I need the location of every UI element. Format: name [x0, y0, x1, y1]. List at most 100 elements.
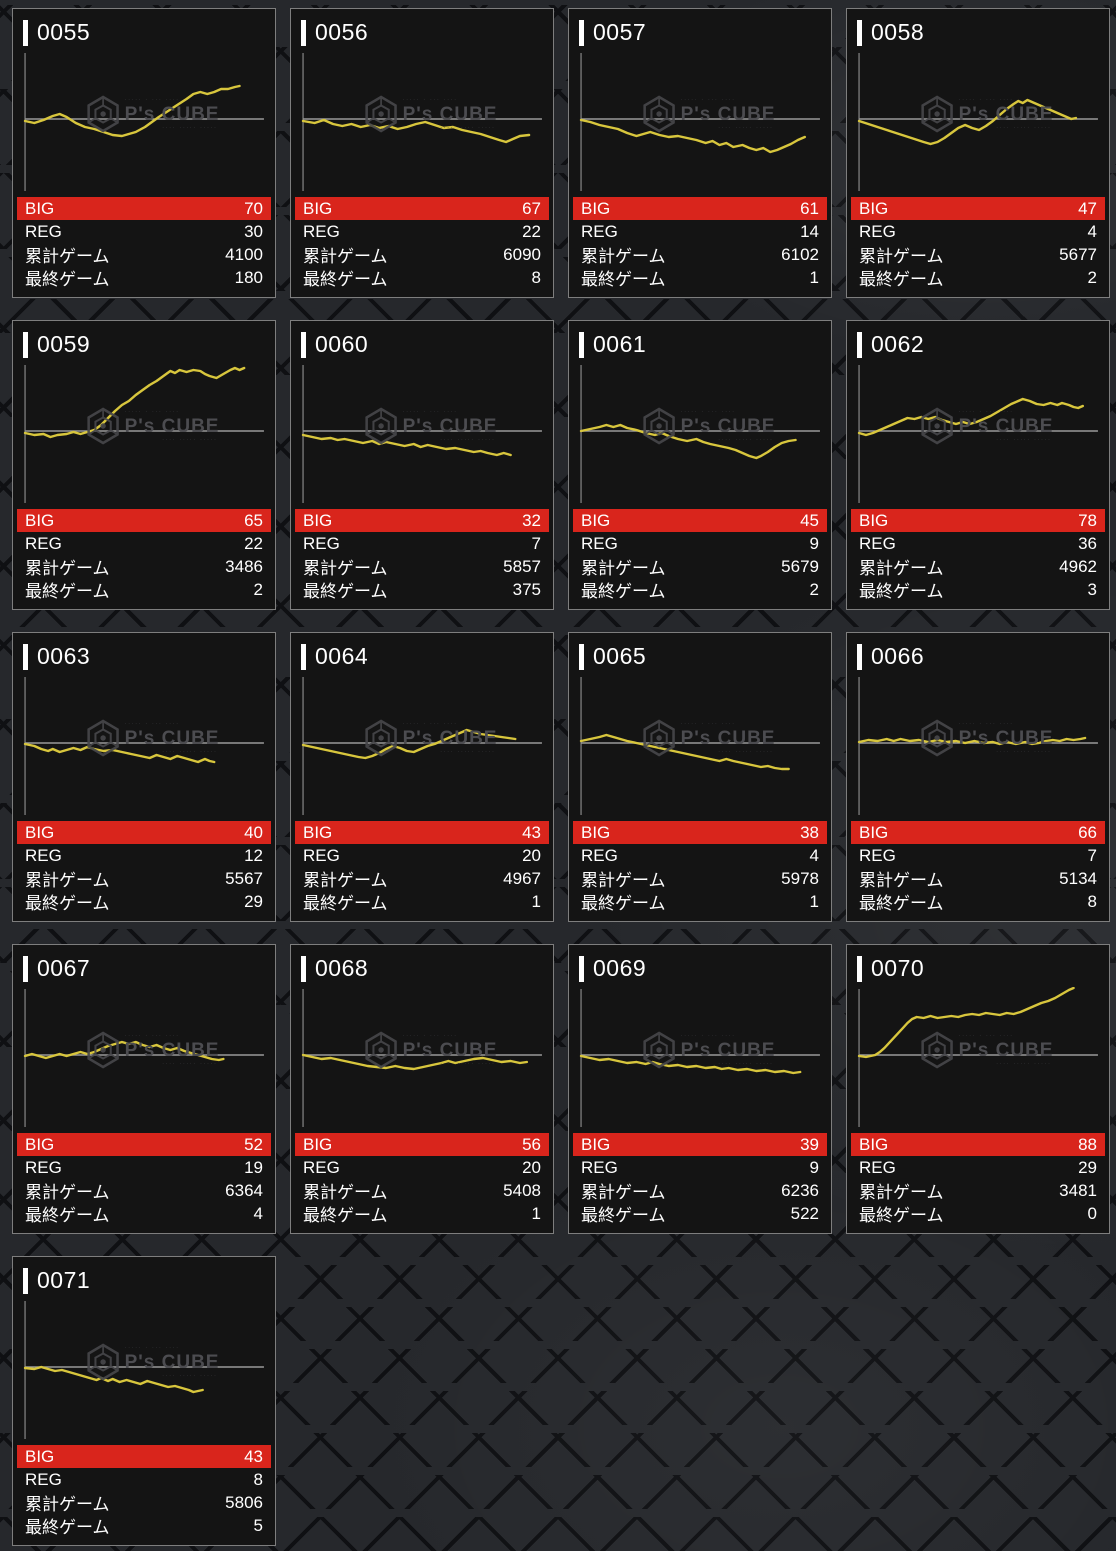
machine-card[interactable]: 0061 ····· · ··· ···· P's CUB [568, 320, 832, 610]
last-game-value: 0 [1087, 1203, 1097, 1223]
big-value: 38 [800, 822, 819, 842]
big-row: BIG 61 [573, 197, 827, 220]
big-value: 61 [800, 198, 819, 218]
machine-number: 0057 [593, 19, 647, 45]
reg-row: REG 22 [295, 220, 549, 243]
big-value: 67 [522, 198, 541, 218]
last-game-label: 最終ゲーム [25, 894, 110, 913]
machine-number: 0068 [315, 955, 369, 981]
big-label: BIG [25, 822, 55, 842]
total-games-label: 累計ゲーム [581, 247, 666, 266]
machine-header: 0069 [579, 954, 831, 983]
total-games-value: 5567 [225, 868, 263, 888]
machine-header: 0066 [857, 642, 1109, 671]
machine-card[interactable]: 0058 ····· · ··· ···· P's CUB [846, 8, 1110, 298]
machine-card[interactable]: 0059 ····· · ··· ···· P's CUB [12, 320, 276, 610]
machine-card[interactable]: 0060 ····· · ··· ···· P's CUB [290, 320, 554, 610]
slump-graph-canvas [579, 989, 820, 1127]
big-label: BIG [581, 510, 611, 530]
big-label: BIG [581, 198, 611, 218]
total-games-value: 6102 [781, 244, 819, 264]
machine-header: 0064 [301, 642, 553, 671]
machine-card[interactable]: 0062 ····· · ··· ···· P's CUB [846, 320, 1110, 610]
last-game-label: 最終ゲーム [581, 582, 666, 601]
total-games-row: 累計ゲーム 5679 [573, 555, 827, 579]
machine-header: 0063 [23, 642, 275, 671]
payout-line [301, 1053, 529, 1071]
big-label: BIG [859, 198, 889, 218]
slump-graph: ····· · ··· ···· P's CUBE ···· ····· ···… [857, 363, 1100, 503]
reg-row: REG 14 [573, 220, 827, 243]
total-games-row: 累計ゲーム 5806 [17, 1491, 271, 1515]
reg-label: REG [303, 845, 340, 865]
payout-line [301, 118, 531, 144]
last-game-label: 最終ゲーム [303, 1206, 388, 1225]
slump-graph: ····· · ··· ···· P's CUBE ···· ····· ···… [301, 51, 544, 191]
machine-card[interactable]: 0067 ····· · ··· ···· P's CUB [12, 944, 276, 1234]
total-games-value: 5408 [503, 1180, 541, 1200]
machine-number: 0059 [37, 331, 91, 357]
total-games-label: 累計ゲーム [859, 871, 944, 890]
reg-label: REG [859, 1157, 896, 1177]
machine-header: 0055 [23, 18, 275, 47]
stats-panel: BIG 65 REG 22 累計ゲーム 3486 最終ゲーム 2 [17, 509, 271, 601]
payout-line [857, 397, 1085, 437]
last-game-label: 最終ゲーム [859, 894, 944, 913]
last-game-row: 最終ゲーム 522 [573, 1202, 827, 1226]
last-game-value: 1 [809, 891, 819, 911]
machine-card[interactable]: 0055 ····· · ··· ···· P's CUB [12, 8, 276, 298]
machine-card[interactable]: 0069 ····· · ··· ···· P's CUB [568, 944, 832, 1234]
total-games-value: 3486 [225, 556, 263, 576]
total-games-label: 累計ゲーム [859, 1183, 944, 1202]
machine-card[interactable]: 0064 ····· · ··· ···· P's CUB [290, 632, 554, 922]
total-games-row: 累計ゲーム 6102 [573, 243, 827, 267]
last-game-row: 最終ゲーム 8 [851, 890, 1105, 914]
machine-card[interactable]: 0068 ····· · ··· ···· P's CUB [290, 944, 554, 1234]
slump-graph: ····· · ··· ···· P's CUBE ···· ····· ···… [23, 987, 266, 1127]
header-accent-bar [857, 331, 862, 358]
last-game-label: 最終ゲーム [859, 270, 944, 289]
big-value: 56 [522, 1134, 541, 1154]
last-game-label: 最終ゲーム [303, 582, 388, 601]
reg-row: REG 9 [573, 532, 827, 555]
total-games-row: 累計ゲーム 5857 [295, 555, 549, 579]
reg-label: REG [581, 845, 618, 865]
header-accent-bar [579, 331, 584, 358]
total-games-label: 累計ゲーム [581, 1183, 666, 1202]
reg-label: REG [25, 1157, 62, 1177]
total-games-row: 累計ゲーム 5677 [851, 243, 1105, 267]
big-value: 88 [1078, 1134, 1097, 1154]
total-games-value: 6090 [503, 244, 541, 264]
last-game-row: 最終ゲーム 5 [17, 1514, 271, 1538]
machine-card[interactable]: 0066 ····· · ··· ···· P's CUB [846, 632, 1110, 922]
machine-card[interactable]: 0063 ····· · ··· ···· P's CUB [12, 632, 276, 922]
machine-card[interactable]: 0065 ····· · ··· ···· P's CUB [568, 632, 832, 922]
big-value: 52 [244, 1134, 263, 1154]
big-row: BIG 56 [295, 1133, 549, 1156]
total-games-label: 累計ゲーム [303, 1183, 388, 1202]
machine-card[interactable]: 0057 ····· · ··· ···· P's CUB [568, 8, 832, 298]
machine-card[interactable]: 0070 ····· · ··· ···· P's CUB [846, 944, 1110, 1234]
last-game-row: 最終ゲーム 4 [17, 1202, 271, 1226]
last-game-label: 最終ゲーム [25, 582, 110, 601]
slump-graph-canvas [857, 987, 1098, 1127]
machine-number: 0070 [871, 955, 925, 981]
payout-line [579, 1054, 802, 1075]
header-accent-bar [23, 1267, 28, 1294]
machine-header: 0056 [301, 18, 553, 47]
reg-row: REG 7 [851, 844, 1105, 867]
machine-number: 0055 [37, 19, 91, 45]
big-value: 70 [244, 198, 263, 218]
reg-label: REG [25, 845, 62, 865]
machine-header: 0058 [857, 18, 1109, 47]
machine-card[interactable]: 0056 ····· · ··· ···· P's CUB [290, 8, 554, 298]
big-value: 32 [522, 510, 541, 530]
total-games-value: 5679 [781, 556, 819, 576]
last-game-row: 最終ゲーム 29 [17, 890, 271, 914]
header-accent-bar [23, 955, 28, 982]
big-row: BIG 43 [17, 1445, 271, 1468]
header-accent-bar [857, 643, 862, 670]
total-games-label: 累計ゲーム [303, 871, 388, 890]
machine-card[interactable]: 0071 ····· · ··· ···· P's CUB [12, 1256, 276, 1546]
big-row: BIG 67 [295, 197, 549, 220]
